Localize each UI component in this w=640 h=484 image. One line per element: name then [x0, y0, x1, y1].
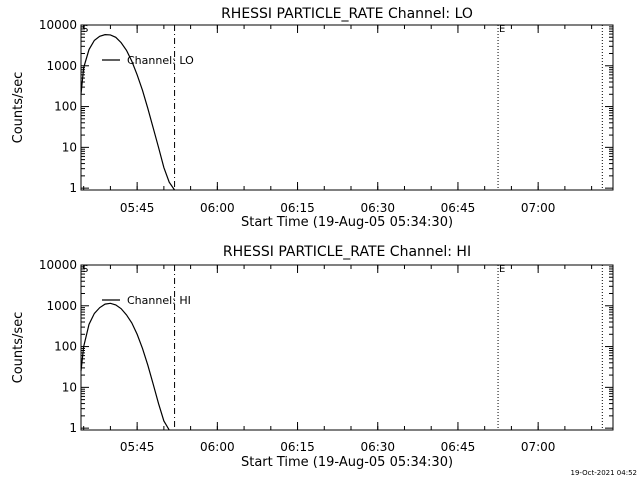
x-tick-label: 05:45: [120, 201, 155, 215]
y-tick-label: 10000: [39, 18, 77, 32]
x-tick-label: 07:00: [521, 201, 556, 215]
x-tick-label: 06:30: [360, 201, 395, 215]
y-tick-label: 10: [62, 140, 77, 154]
chart-panel: RHESSI PARTICLE_RATE Channel: HI 1 10 100 10…: [11, 244, 614, 470]
x-tick-label: 07:00: [521, 440, 556, 454]
series-line: [80, 302, 170, 431]
plot-frame: [80, 264, 614, 431]
legend-label: Channel: HI: [127, 294, 191, 307]
chart-title: RHESSI PARTICLE_RATE Channel: HI: [223, 244, 471, 260]
y-tick-label: 1000: [46, 59, 77, 73]
y-tick-label: 100: [54, 340, 77, 354]
corner-label: S: [82, 24, 88, 35]
y-tick-label: 10000: [39, 258, 77, 272]
y-tick-label: 1000: [46, 299, 77, 313]
series-line: [80, 34, 176, 191]
chart-title: RHESSI PARTICLE_RATE Channel: LO: [221, 6, 473, 22]
legend-label: Channel: LO: [127, 54, 194, 67]
y-tick-label: 1: [69, 181, 77, 195]
x-tick-label: 06:45: [441, 440, 476, 454]
x-axis-label: Start Time (19-Aug-05 05:34:30): [241, 455, 453, 470]
y-tick-label: 100: [54, 100, 77, 114]
x-tick-label: 06:15: [280, 440, 315, 454]
x-tick-label: 06:00: [200, 440, 235, 454]
marker-label: E: [499, 264, 505, 275]
x-tick-label: 06:15: [280, 201, 315, 215]
x-axis-label: Start Time (19-Aug-05 05:34:30): [241, 215, 453, 230]
x-tick-label: 06:45: [441, 201, 476, 215]
y-axis-label: Counts/sec: [11, 72, 26, 144]
marker-label: E: [499, 24, 505, 35]
x-tick-label: 06:30: [360, 440, 395, 454]
y-tick-label: 1: [69, 421, 77, 435]
corner-label: S: [82, 264, 88, 275]
x-tick-label: 06:00: [200, 201, 235, 215]
plot-frame: [80, 24, 614, 191]
x-tick-label: 05:45: [120, 440, 155, 454]
y-axis-label: Counts/sec: [11, 312, 26, 384]
footer-timestamp: 19-Oct-2021 04:52: [571, 469, 637, 477]
chart-panel: RHESSI PARTICLE_RATE Channel: LO 1 10 100 10…: [11, 6, 614, 230]
y-tick-label: 10: [62, 380, 77, 394]
